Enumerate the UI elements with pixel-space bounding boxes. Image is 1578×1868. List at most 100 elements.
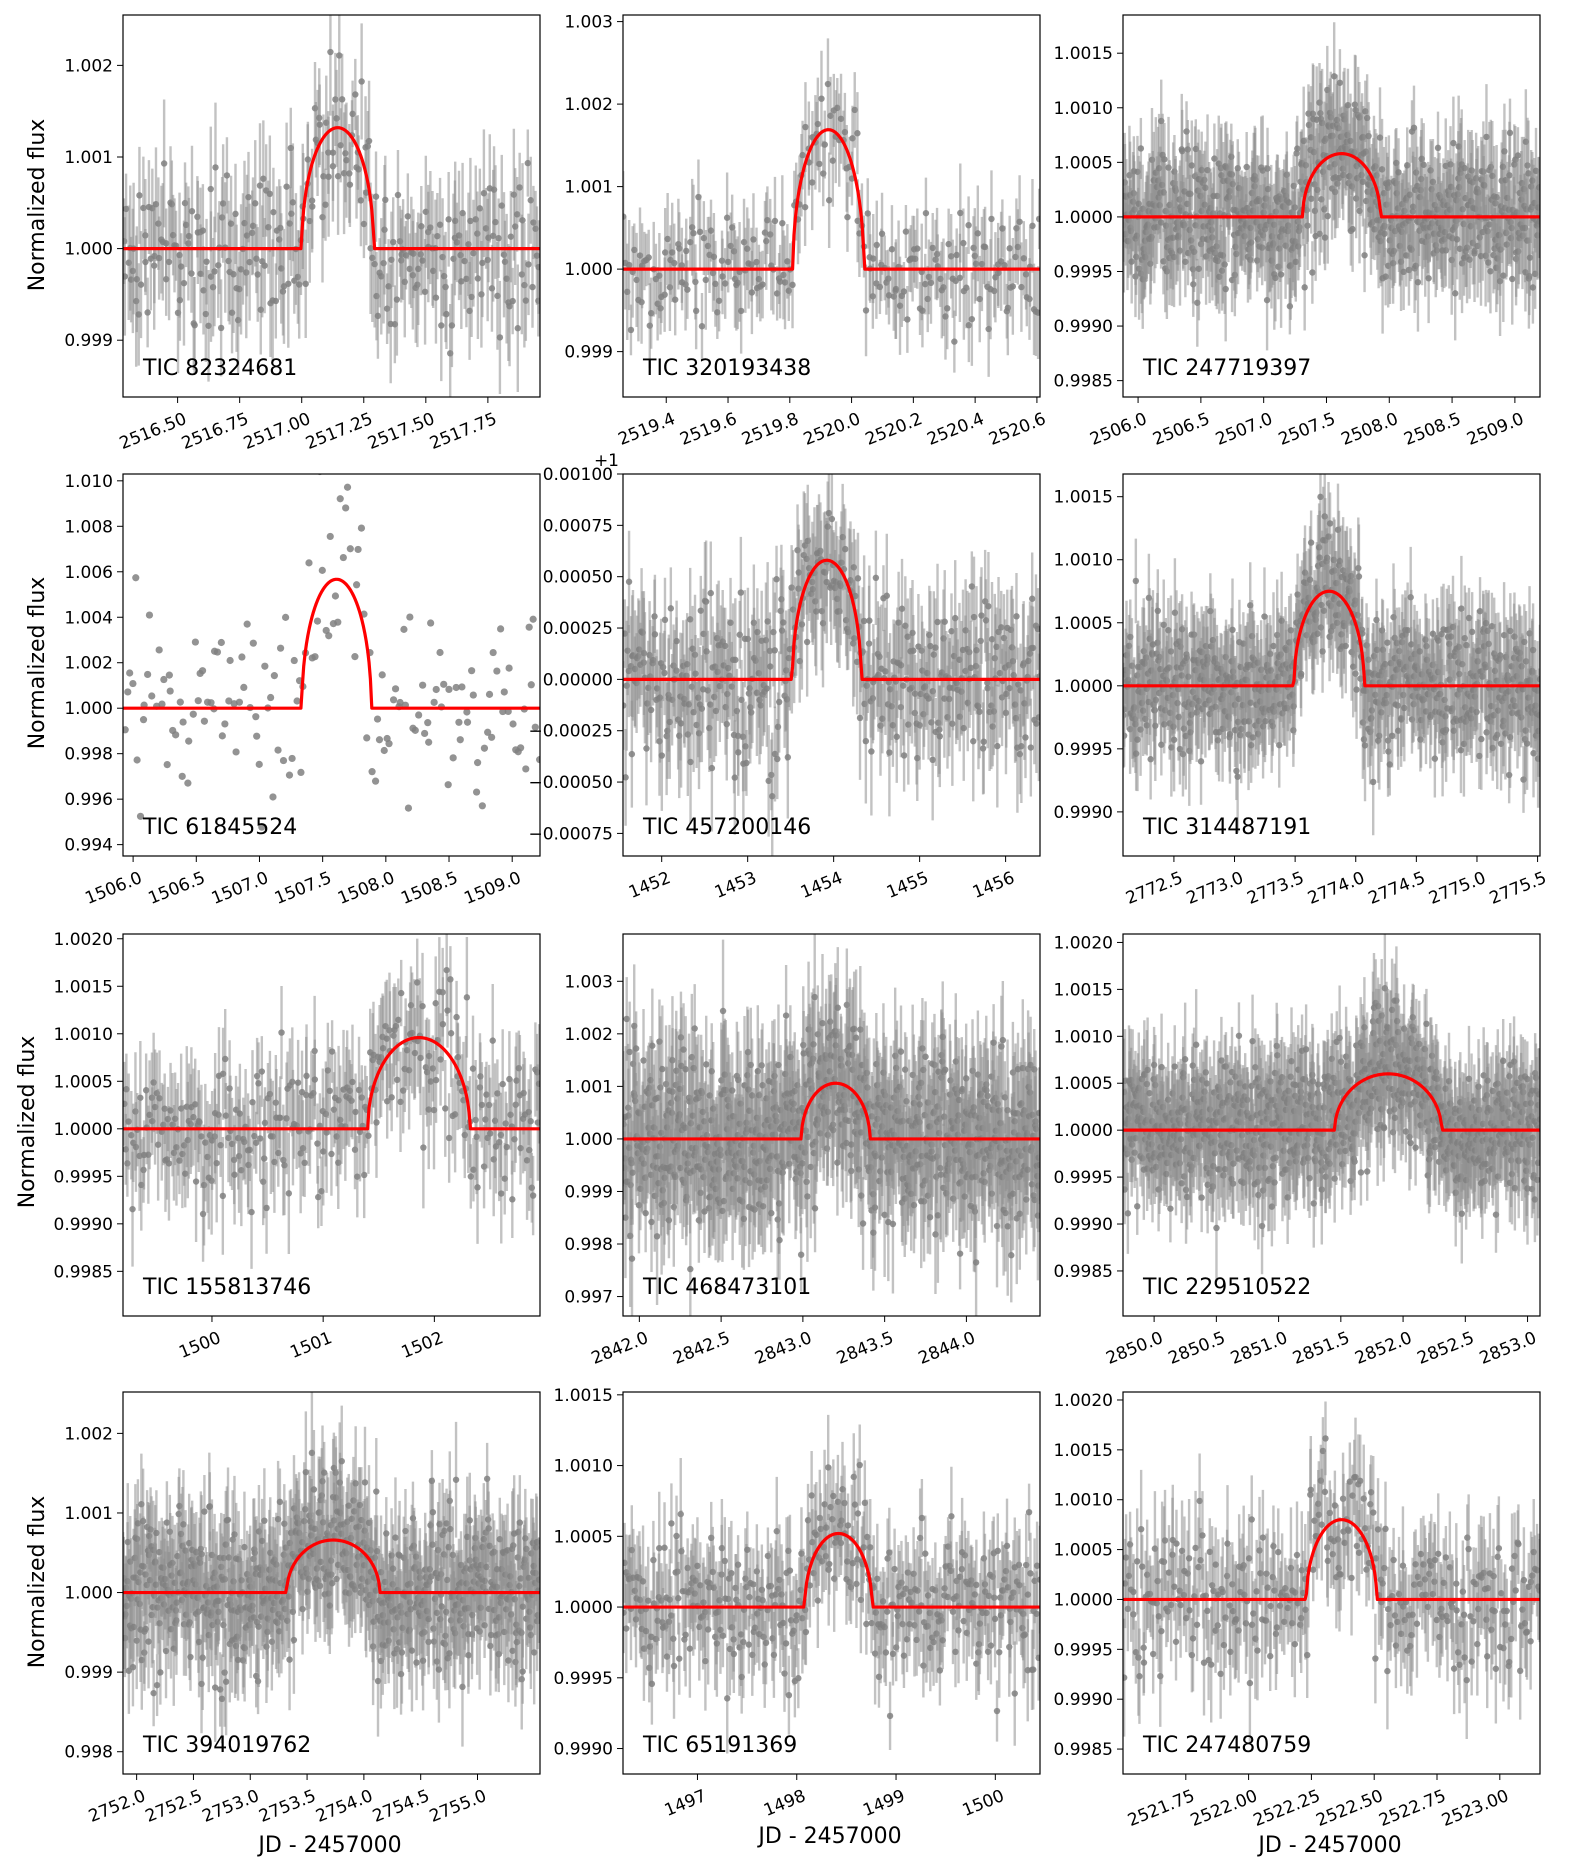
- y-tick-label: 1.002: [64, 654, 113, 674]
- data-point: [1326, 520, 1334, 527]
- data-point: [956, 274, 964, 282]
- y-tick-label: 1.004: [64, 608, 113, 628]
- data-point: [474, 275, 482, 282]
- data-point: [995, 269, 1002, 277]
- data-point: [270, 672, 278, 680]
- x-tick-label: 2519.8: [739, 409, 802, 450]
- data-point: [1028, 595, 1036, 602]
- data-point: [456, 736, 464, 744]
- data-point: [952, 614, 959, 622]
- data-point: [1154, 607, 1161, 615]
- data-point: [126, 669, 134, 677]
- data-point: [667, 605, 675, 612]
- y-tick-label: 0.999: [64, 331, 113, 351]
- data-point: [1478, 735, 1485, 743]
- y-tick-label: 0.00050: [543, 568, 613, 588]
- data-point: [285, 280, 292, 287]
- data-point: [509, 297, 516, 305]
- model-curve: [123, 577, 540, 710]
- data-point: [198, 667, 207, 675]
- data-point: [358, 78, 365, 85]
- data-point: [825, 509, 833, 517]
- data-point: [684, 286, 691, 293]
- data-point: [238, 653, 246, 661]
- data-point: [223, 172, 231, 179]
- data-point: [404, 804, 413, 812]
- x-tick-label: 2517.75: [427, 409, 500, 454]
- data-point: [707, 227, 715, 234]
- data-point: [235, 698, 244, 706]
- data-point: [816, 160, 823, 168]
- data-points: [123, 15, 540, 397]
- data-point: [305, 559, 313, 567]
- data-point: [133, 756, 141, 764]
- data-points: [1123, 22, 1540, 351]
- data-point: [311, 653, 319, 661]
- data-points: [623, 38, 1040, 377]
- axes-frame: [622, 14, 1041, 398]
- data-point: [687, 758, 694, 766]
- data-point: [522, 765, 530, 773]
- data-point: [166, 687, 174, 695]
- data-point: [885, 292, 893, 299]
- data-point: [779, 219, 786, 227]
- data-point: [326, 532, 334, 541]
- data-point: [474, 759, 482, 767]
- data-point: [771, 647, 778, 654]
- x-tick-label: 2520.4: [924, 409, 987, 450]
- data-point: [886, 749, 893, 756]
- data-point: [732, 656, 739, 664]
- data-point: [411, 726, 419, 734]
- tic-label: TIC 247719397: [1142, 356, 1311, 381]
- data-point: [1018, 743, 1025, 750]
- data-point: [468, 667, 476, 675]
- x-tick-label: 2517.50: [365, 409, 438, 454]
- y-tick-label: 1.006: [64, 563, 113, 583]
- data-point: [191, 321, 198, 329]
- y-tick-label: 1.0005: [1054, 153, 1113, 173]
- y-tick-label: 1.008: [64, 517, 113, 537]
- data-point: [870, 255, 877, 262]
- data-point: [302, 280, 309, 288]
- data-point: [297, 768, 305, 777]
- data-point: [1001, 261, 1008, 269]
- data-point: [375, 736, 384, 744]
- data-point: [217, 638, 225, 647]
- y-tick-label: −0.00075: [528, 824, 613, 844]
- data-point: [1434, 144, 1442, 152]
- data-point: [536, 756, 540, 764]
- data-point: [194, 697, 202, 705]
- y-tick-label: 0.00025: [543, 619, 613, 639]
- data-point: [967, 664, 975, 672]
- y-tick-label: 0.994: [64, 836, 113, 856]
- data-point: [936, 733, 944, 740]
- data-point: [980, 738, 987, 745]
- data-point: [862, 737, 870, 745]
- data-point: [914, 245, 921, 252]
- data-point: [767, 663, 774, 670]
- data-point: [282, 613, 290, 621]
- data-point: [267, 693, 275, 702]
- panel-4: 0.994 0.996 0.998 1.000 1.002 1.004 1.006 1.008…: [64, 472, 541, 909]
- data-point: [517, 744, 525, 752]
- data-point: [372, 193, 380, 200]
- data-point: [440, 680, 448, 688]
- data-point: [421, 288, 429, 295]
- data-point: [1476, 607, 1484, 615]
- data-point: [1506, 172, 1513, 179]
- x-tick-label: 1455: [884, 868, 932, 903]
- data-point: [722, 642, 729, 650]
- data-point: [162, 240, 170, 247]
- data-point: [1308, 195, 1315, 202]
- xlabel-col-2: JD - 2457000: [756, 1824, 901, 1849]
- data-point: [1034, 625, 1040, 633]
- panel-3: 0.9985 0.9990 0.9995 1.0000 1.0005 1.0010 1.00…: [1054, 14, 1541, 450]
- data-point: [888, 246, 896, 253]
- data-point: [1309, 269, 1316, 276]
- data-point: [1229, 626, 1236, 634]
- data-points: [1123, 474, 1540, 836]
- data-point: [334, 618, 342, 626]
- y-tick-label: 1.000: [64, 699, 113, 719]
- data-point: [1349, 225, 1356, 233]
- data-point: [354, 545, 362, 554]
